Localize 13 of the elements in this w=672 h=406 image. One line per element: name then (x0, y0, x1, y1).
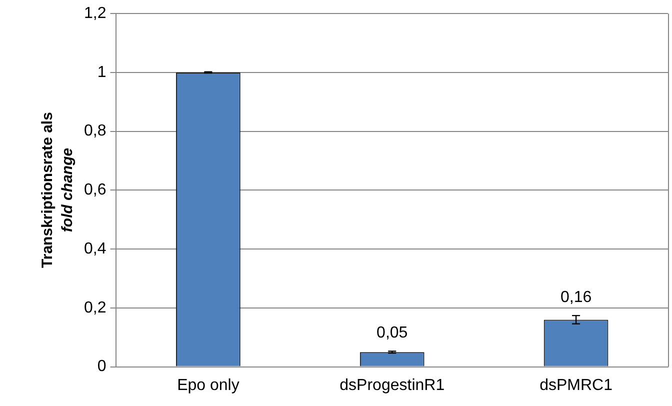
y-tick-label: 0,2 (84, 299, 106, 316)
data-label: 0,05 (376, 324, 408, 342)
x-tick-label: dsPMRC1 (540, 376, 613, 394)
y-tick-label: 1 (97, 64, 106, 81)
y-tick-label: 0,8 (84, 122, 106, 140)
y-tick-label: 0,6 (84, 182, 106, 199)
y-tick-label: 1,2 (84, 5, 106, 22)
data-label: 0,16 (560, 288, 592, 306)
x-tick-label: dsProgestinR1 (340, 376, 445, 394)
y-axis-title: Transkriptionsrate als fold change (38, 112, 77, 268)
x-tick-label: Epo only (177, 376, 240, 394)
y-tick-label: 0 (97, 358, 106, 376)
y-tick-label: 0,4 (84, 240, 106, 258)
